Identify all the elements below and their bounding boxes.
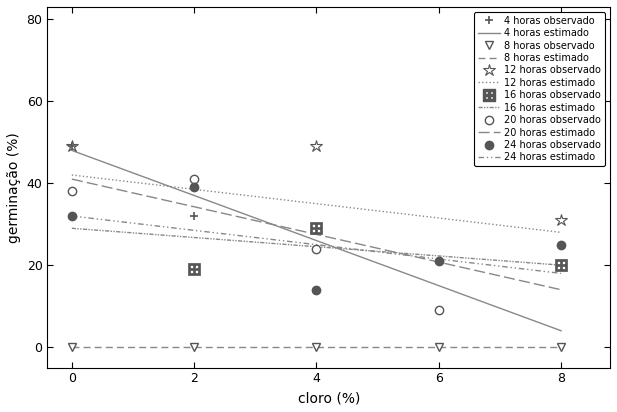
X-axis label: cloro (%): cloro (%) [297,391,360,405]
Legend: 4 horas observado, 4 horas estimado, 8 horas observado, 8 horas estimado, 12 hor: 4 horas observado, 4 horas estimado, 8 h… [474,12,605,166]
Y-axis label: germinação (%): germinação (%) [7,132,21,243]
